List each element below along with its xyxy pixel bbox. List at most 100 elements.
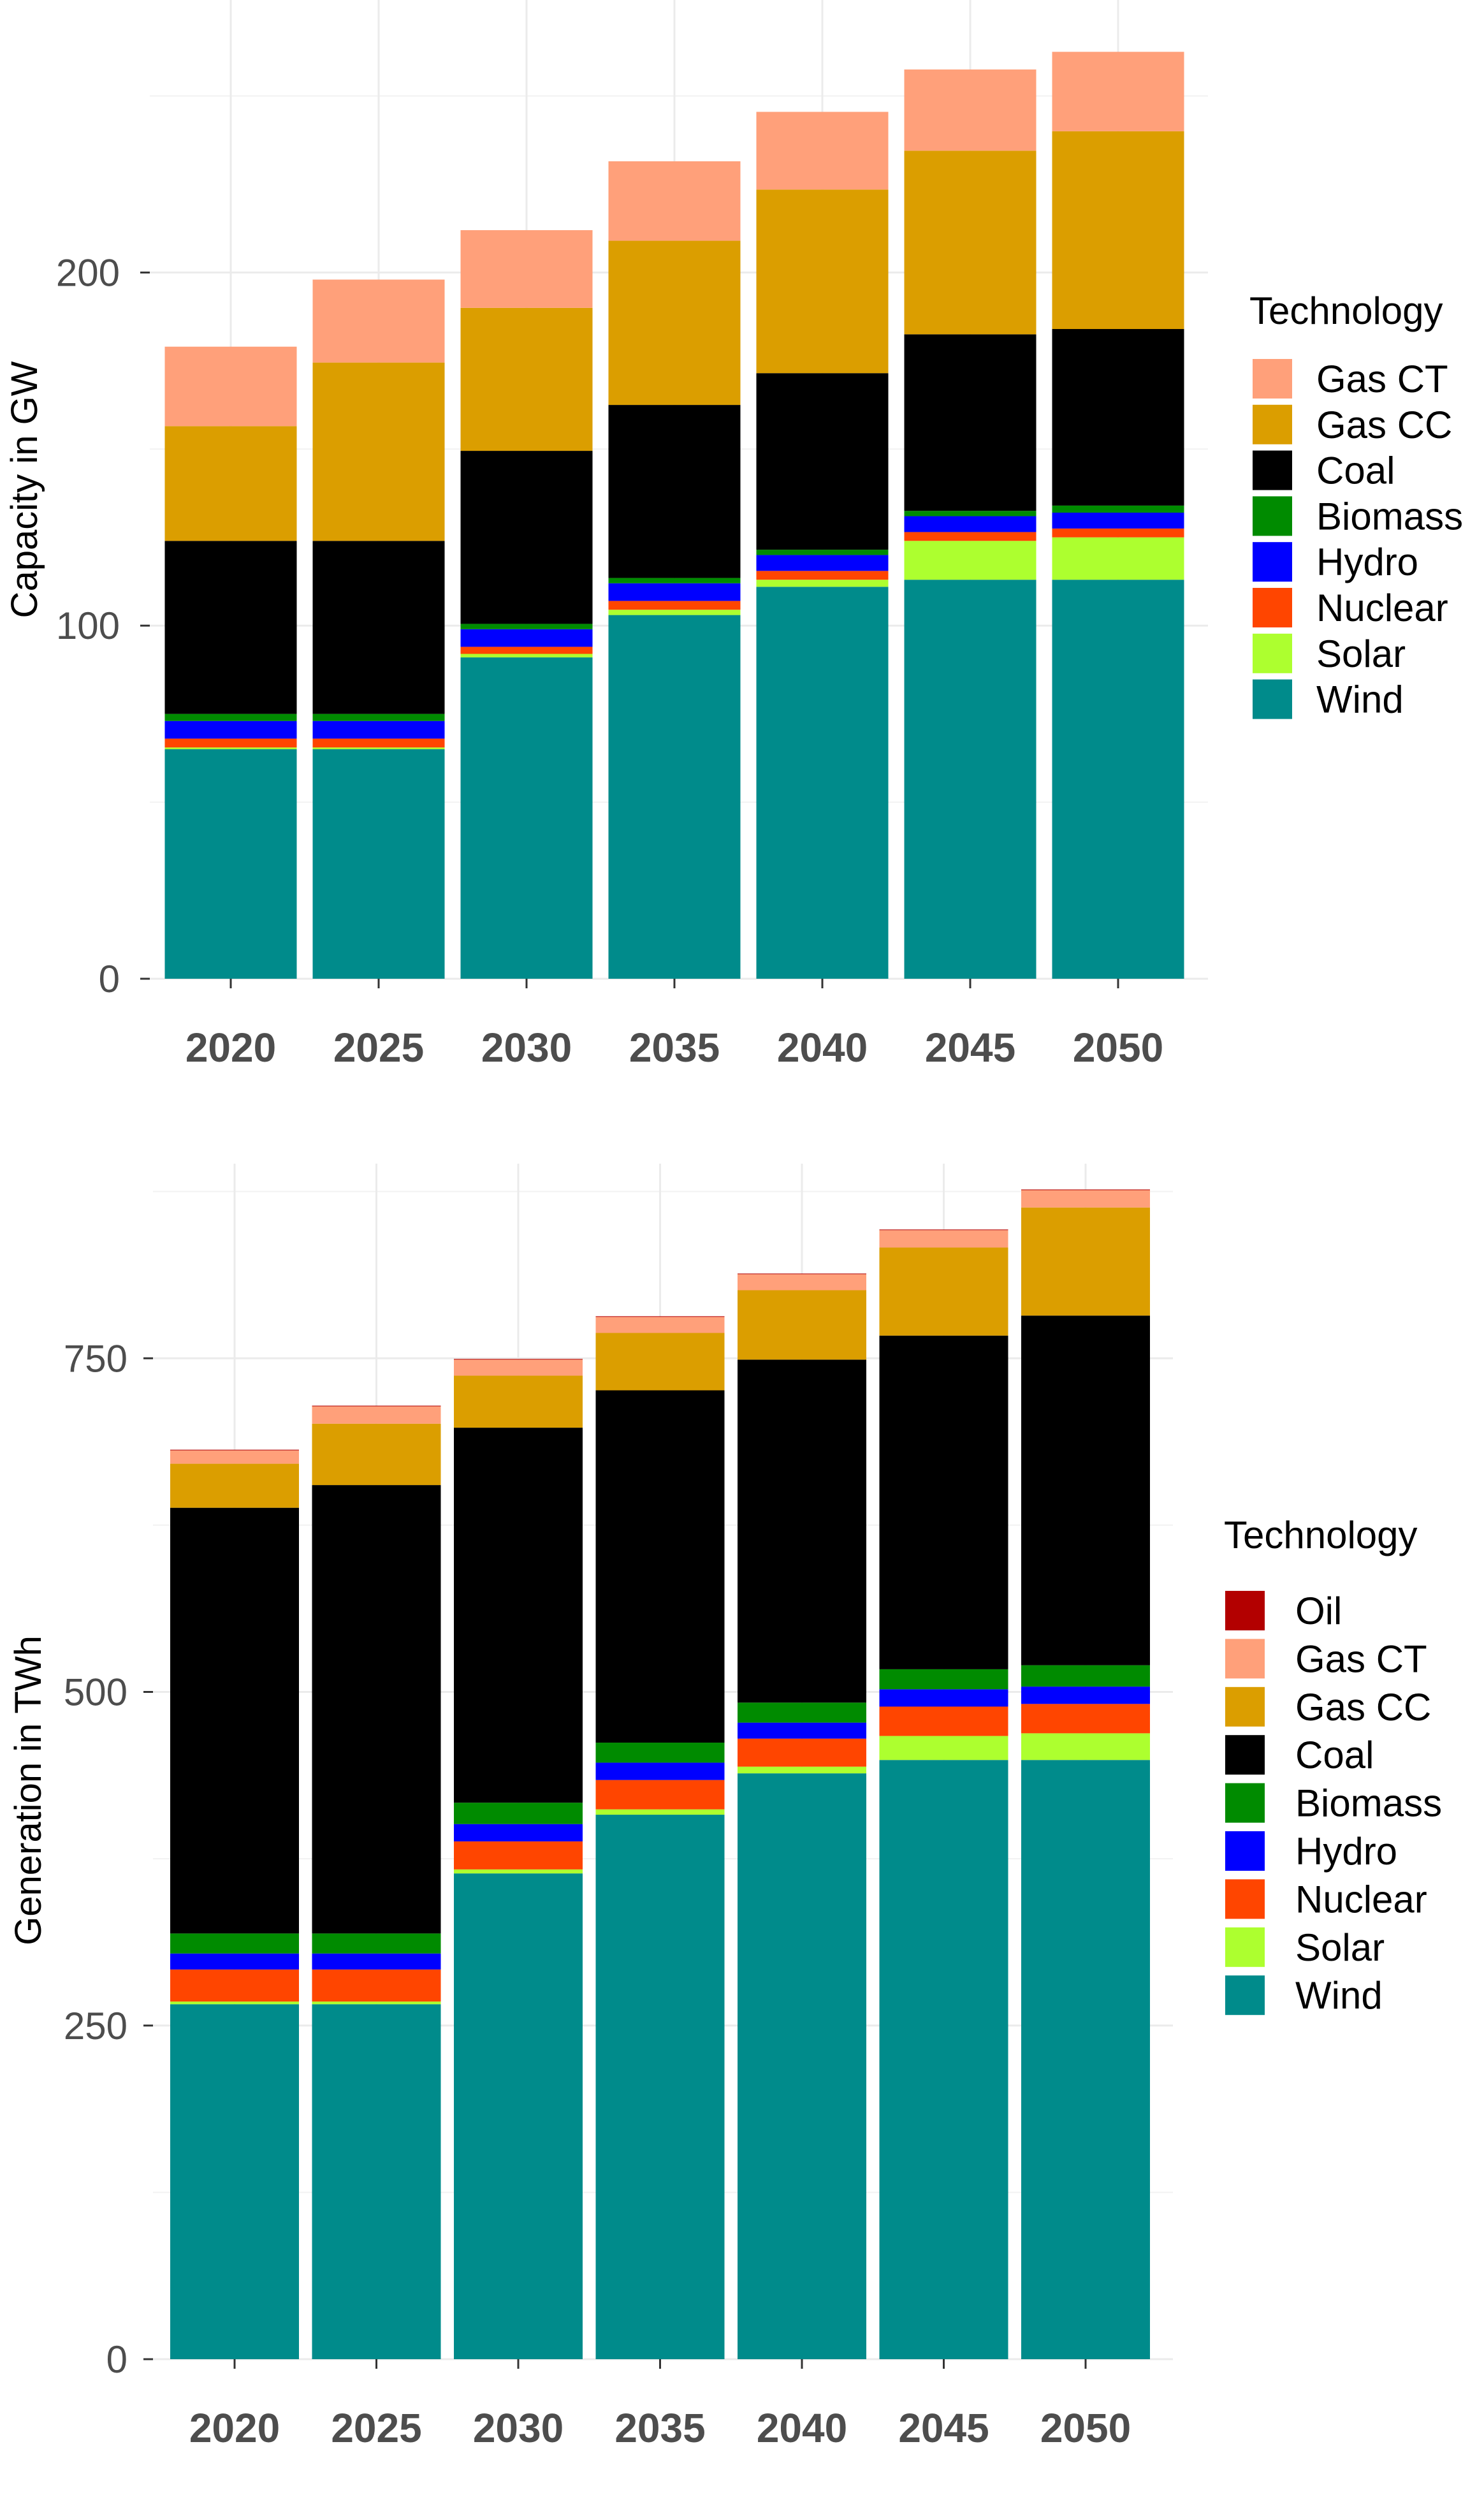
bar-segment-hydro-2030 — [454, 1824, 583, 1841]
legend-label: Solar — [1316, 633, 1406, 675]
bar-segment-wind-2050 — [1021, 1760, 1150, 2359]
legend-key — [1253, 359, 1292, 399]
bar-segment-gas-cc-2050 — [1021, 1207, 1150, 1316]
bar-segment-hydro-2025 — [312, 721, 445, 739]
legend-key — [1225, 1639, 1265, 1679]
bar-segment-gas-cc-2020 — [170, 1463, 299, 1508]
x-tick-label: 2045 — [898, 2405, 989, 2451]
bar-segment-solar-2045 — [879, 1736, 1008, 1760]
legend-label: Biomass — [1295, 1782, 1442, 1825]
bar-segment-wind-2045 — [879, 1760, 1008, 2359]
bar-segment-gas-ct-2030 — [460, 230, 593, 308]
x-tick-label: 2020 — [189, 2405, 280, 2451]
legend-key — [1225, 1783, 1265, 1823]
bar-segment-wind-2025 — [312, 2004, 441, 2359]
bar-segment-solar-2025 — [312, 2001, 441, 2005]
legend-key — [1253, 450, 1292, 490]
bar-stack-2040 — [738, 1273, 866, 2359]
bar-segment-wind-2040 — [738, 1773, 866, 2359]
bar-segment-gas-ct-2020 — [170, 1450, 299, 1464]
bar-stack-2025 — [312, 1405, 441, 2359]
legend-label: Wind — [1316, 678, 1404, 721]
bar-segment-hydro-2025 — [312, 1953, 441, 1970]
bar-segment-nuclear-2035 — [608, 601, 741, 610]
legend-item-solar: Solar — [1225, 1926, 1385, 1969]
legend-item-coal: Coal — [1253, 450, 1395, 492]
bar-segment-biomass-2030 — [460, 624, 593, 629]
bar-stack-2045 — [879, 1229, 1008, 2359]
legend-label: Hydro — [1295, 1830, 1397, 1873]
legend-label: Biomass — [1316, 495, 1463, 538]
y-tick-label: 0 — [99, 958, 120, 1000]
bar-segment-wind-2040 — [756, 587, 889, 979]
legend-key — [1253, 679, 1292, 719]
legend-item-wind: Wind — [1225, 1974, 1383, 2017]
bar-segment-wind-2045 — [904, 580, 1037, 979]
bar-segment-gas-cc-2035 — [608, 240, 741, 406]
legend-key — [1225, 1927, 1265, 1967]
legend-key — [1225, 1735, 1265, 1775]
bar-segment-coal-2020 — [170, 1507, 299, 1934]
bar-segment-gas-ct-2050 — [1052, 52, 1184, 131]
y-axis-label: Capacity in GW — [4, 361, 45, 618]
x-tick-label: 2035 — [615, 2405, 705, 2451]
bar-segment-gas-cc-2025 — [312, 1423, 441, 1486]
legend-item-oil: Oil — [1225, 1590, 1342, 1632]
bar-segment-biomass-2045 — [904, 511, 1037, 516]
y-tick-label: 100 — [56, 604, 120, 647]
legend-label: Nuclear — [1295, 1878, 1427, 1921]
bar-segment-gas-cc-2045 — [904, 150, 1037, 335]
legend-key — [1253, 542, 1292, 582]
bar-stack-2050 — [1021, 1189, 1150, 2359]
x-tick-label: 2050 — [1073, 1025, 1163, 1071]
bar-segment-gas-ct-2025 — [312, 1406, 441, 1424]
bar-segment-gas-cc-2040 — [738, 1290, 866, 1360]
bar-segment-hydro-2020 — [170, 1953, 299, 1970]
bar-segment-nuclear-2025 — [312, 738, 445, 748]
bar-segment-gas-ct-2035 — [595, 1317, 725, 1333]
bar-segment-coal-2050 — [1052, 329, 1184, 506]
legend-label: Hydro — [1316, 541, 1418, 583]
legend-item-nuclear: Nuclear — [1253, 587, 1448, 629]
legend-label: Coal — [1295, 1734, 1374, 1776]
legend-key — [1225, 1879, 1265, 1919]
x-tick-label: 2050 — [1040, 2405, 1131, 2451]
y-tick-label: 500 — [64, 1671, 127, 1714]
bar-segment-gas-ct-2045 — [879, 1230, 1008, 1248]
x-tick-label: 2030 — [481, 1025, 572, 1071]
bar-segment-wind-2035 — [595, 1815, 725, 2359]
bar-segment-gas-ct-2025 — [312, 279, 445, 363]
y-tick-label: 0 — [106, 2338, 127, 2381]
bar-stack-2025 — [312, 279, 445, 979]
legend-key — [1225, 1831, 1265, 1871]
legend-label: Oil — [1295, 1590, 1342, 1632]
x-tick-label: 2045 — [925, 1025, 1015, 1071]
bar-segment-nuclear-2045 — [879, 1706, 1008, 1736]
bar-segment-solar-2020 — [164, 747, 297, 750]
legend-label: Nuclear — [1316, 587, 1448, 629]
bar-segment-hydro-2035 — [608, 583, 741, 601]
bar-segment-oil-2040 — [738, 1273, 866, 1275]
bar-segment-hydro-2045 — [904, 516, 1037, 532]
chart-1: 0 100 200 2020 2025 2030 2035 2040 2045 2050 Capac… — [4, 0, 1463, 1071]
bar-segment-hydro-2050 — [1052, 512, 1184, 529]
bar-segment-biomass-2025 — [312, 1933, 441, 1954]
bar-segment-nuclear-2045 — [904, 532, 1037, 541]
legend-item-gas-cc: Gas CC — [1253, 404, 1452, 446]
x-tick-label: 2040 — [777, 1025, 868, 1071]
bar-segment-nuclear-2040 — [738, 1738, 866, 1767]
bar-segment-wind-2035 — [608, 615, 741, 979]
legend-item-hydro: Hydro — [1253, 541, 1418, 583]
bar-segment-nuclear-2025 — [312, 1969, 441, 2002]
x-tick-label: 2030 — [473, 2405, 564, 2451]
x-tick-label: 2040 — [757, 2405, 847, 2451]
bar-segment-nuclear-2050 — [1052, 528, 1184, 538]
bar-segment-gas-ct-2035 — [608, 161, 741, 241]
bar-segment-biomass-2020 — [164, 713, 297, 721]
bar-segment-biomass-2020 — [170, 1933, 299, 1954]
legend-item-hydro: Hydro — [1225, 1830, 1397, 1873]
legend-key — [1253, 633, 1292, 673]
legend-item-solar: Solar — [1253, 633, 1406, 675]
bar-segment-biomass-2030 — [454, 1803, 583, 1824]
legend-key — [1225, 1591, 1265, 1630]
